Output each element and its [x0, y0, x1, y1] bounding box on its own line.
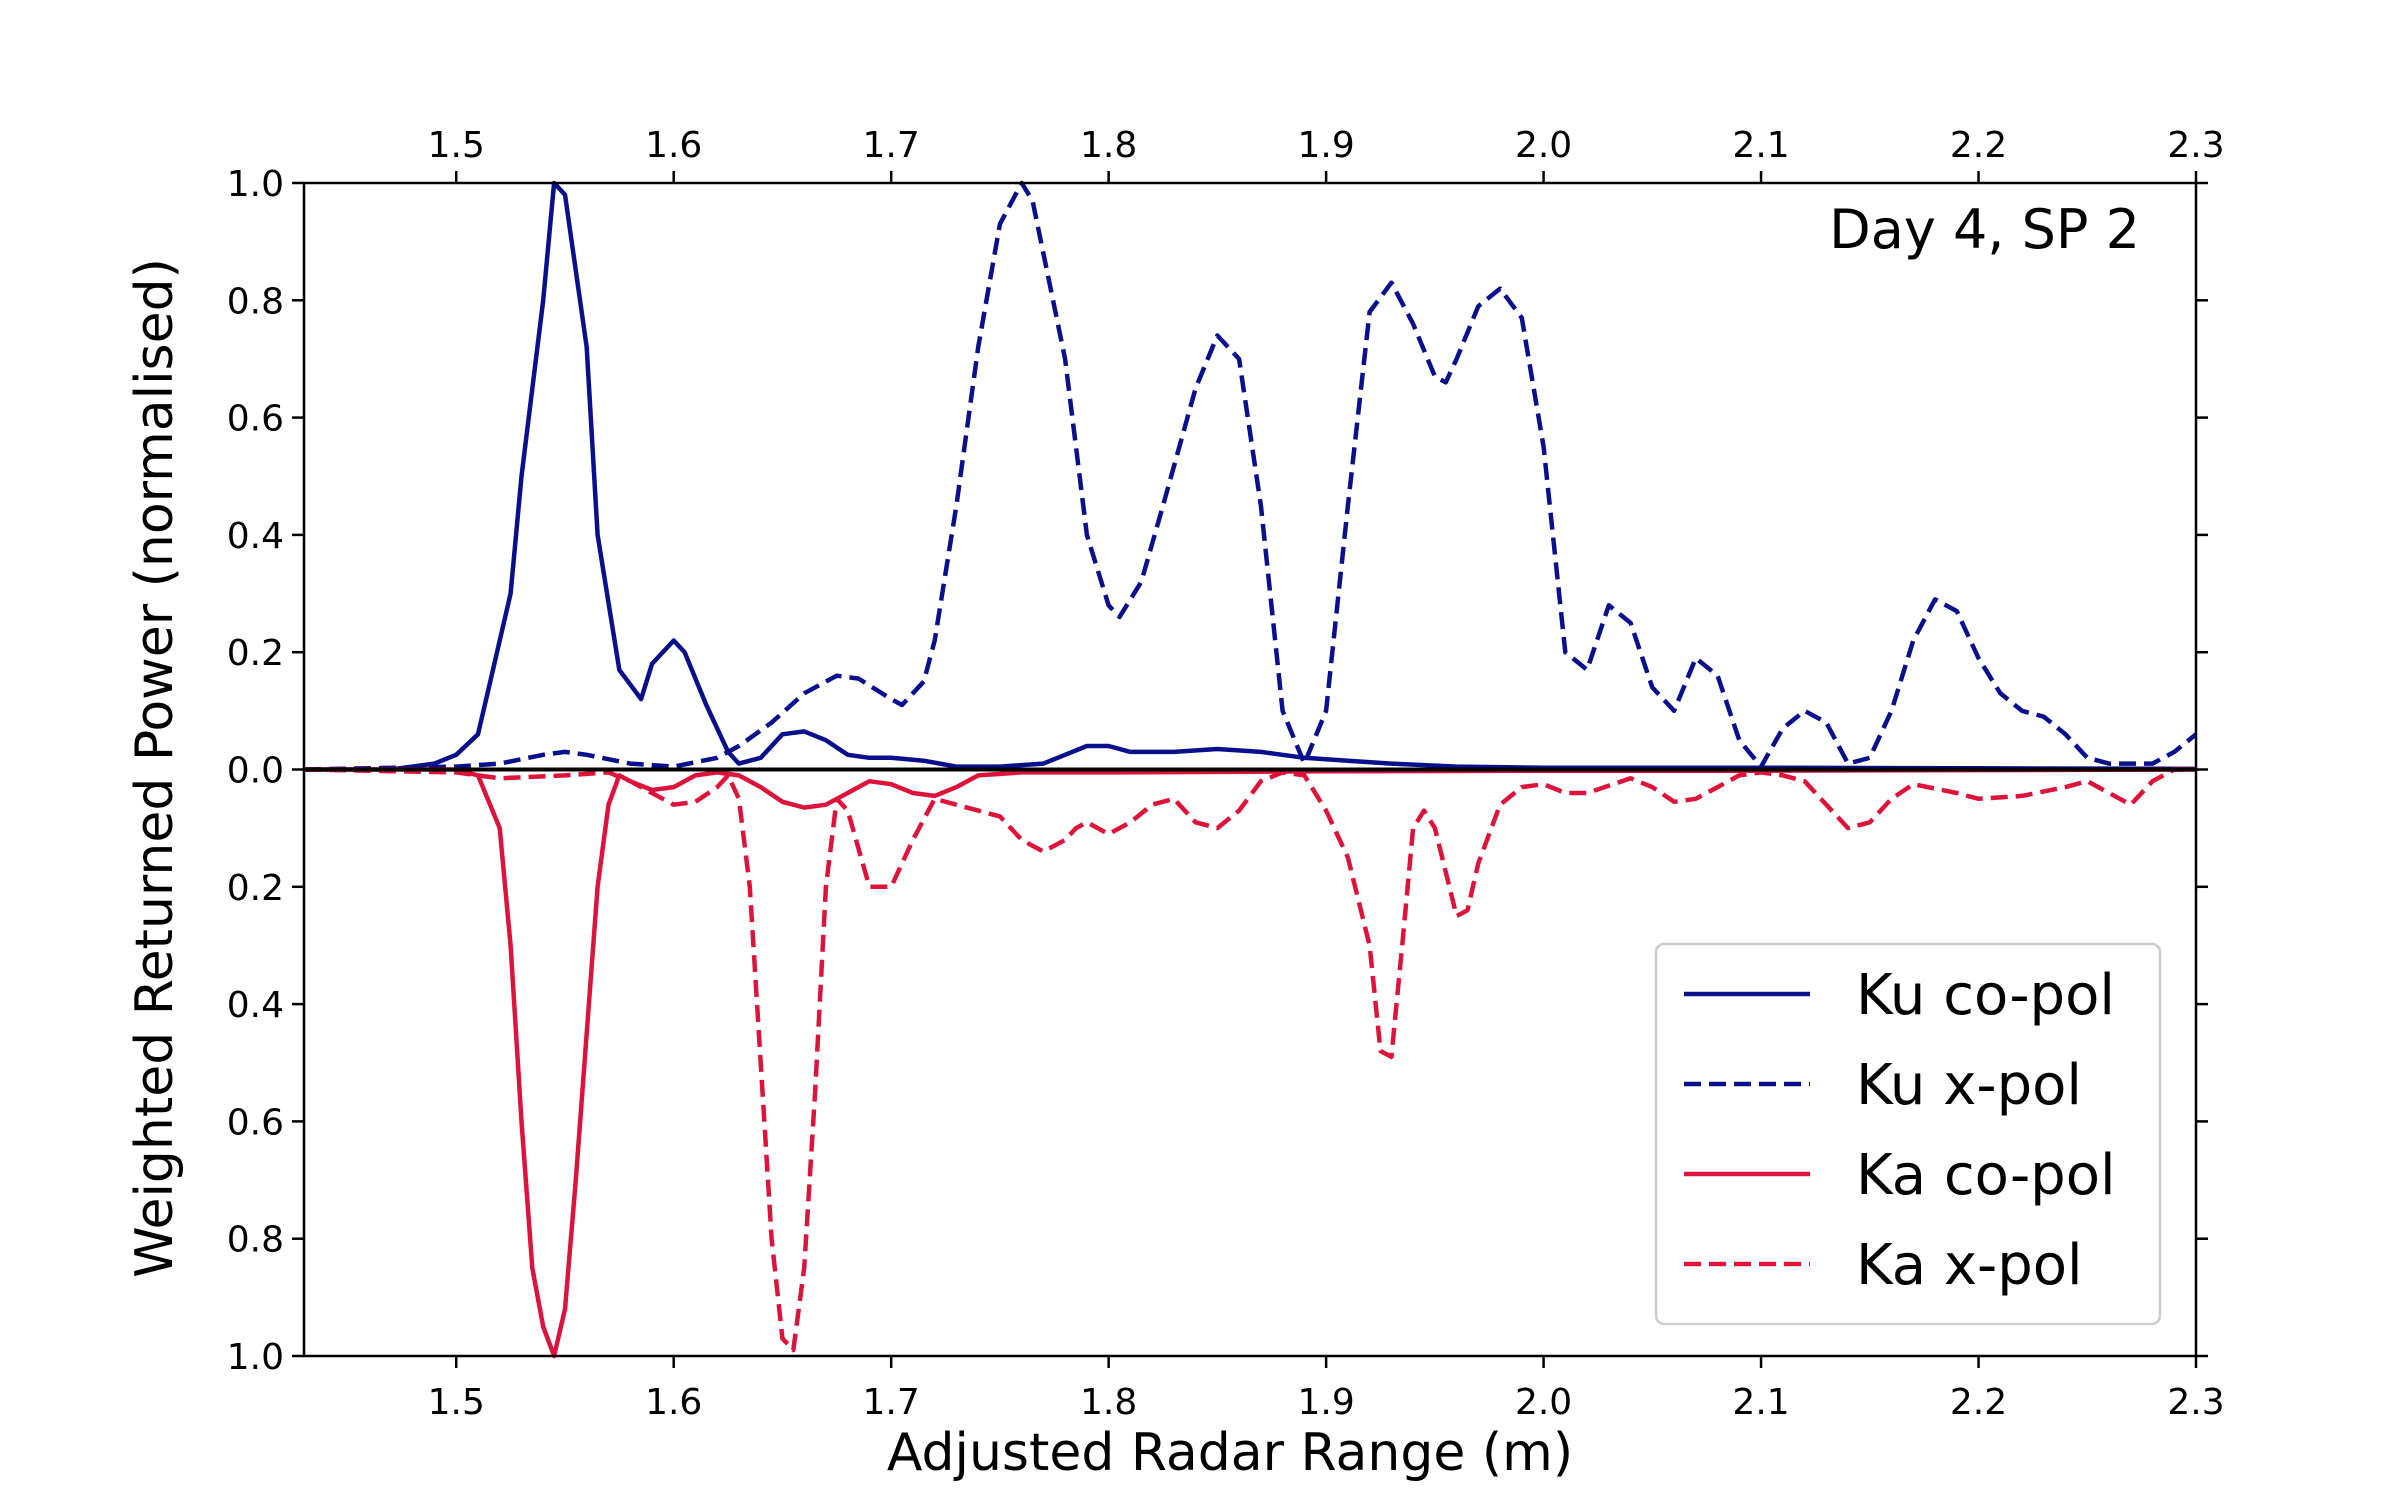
- x-tick-label-top: 2.2: [1950, 125, 2007, 166]
- x-tick-label-top: 1.6: [645, 125, 702, 166]
- x-tick-label-bottom: 1.7: [863, 1382, 920, 1423]
- y-tick-label: 1.0: [227, 164, 284, 205]
- legend-label-4: Ka x-pol: [1856, 1233, 2083, 1298]
- series-line-3: [304, 767, 2197, 1359]
- x-axis-label: Adjusted Radar Range (m): [887, 1423, 1573, 1483]
- chart-annotation: Day 4, SP 2: [1829, 198, 2140, 261]
- series-line-4: [303, 767, 2196, 1353]
- y-tick-label: 0.4: [227, 985, 284, 1026]
- y-tick-label: 0.6: [227, 1102, 284, 1143]
- x-tick-label-bottom: 2.3: [2167, 1382, 2224, 1423]
- x-tick-label-bottom: 1.9: [1297, 1382, 1354, 1423]
- y-tick-label: 0.4: [227, 516, 284, 557]
- y-axis-label: Weighted Returned Power (normalised): [125, 258, 185, 1278]
- y-tick-label: 0.8: [227, 281, 284, 322]
- x-tick-label-top: 1.9: [1297, 125, 1354, 166]
- x-tick-label-top: 2.1: [1732, 125, 1789, 166]
- series-line-2: [303, 180, 2198, 772]
- x-tick-label-bottom: 1.5: [428, 1382, 485, 1423]
- plot-area: [302, 180, 2198, 1359]
- x-tick-label-top: 2.0: [1515, 125, 1572, 166]
- x-tick-label-bottom: 1.6: [645, 1382, 702, 1423]
- ticks-layer: 1.5 1.5 1.6 1.6 1.7 1.7 1.8 1.8 1.9 1.9 2.0 2.0 2.1 2…: [227, 125, 2225, 1423]
- legend-box: [1654, 942, 2162, 1326]
- y-tick-label: 0.0: [227, 751, 284, 792]
- x-tick-label-top: 1.5: [428, 125, 485, 166]
- x-tick-label-top: 2.3: [2167, 125, 2224, 166]
- x-tick-label-top: 1.8: [1080, 125, 1137, 166]
- legend-label-2: Ku x-pol: [1856, 1053, 2082, 1118]
- x-tick-label-bottom: 2.1: [1732, 1382, 1789, 1423]
- x-tick-label-bottom: 2.0: [1515, 1382, 1572, 1423]
- series-layer: [303, 180, 2198, 1359]
- x-tick-label-bottom: 2.2: [1950, 1382, 2007, 1423]
- legend-label-3: Ka co-pol: [1856, 1143, 2116, 1208]
- x-tick-label-top: 1.7: [863, 125, 920, 166]
- y-tick-label: 1.0: [227, 1337, 284, 1378]
- legend: Ku co-pol Ku x-pol Ka co-pol Ka x-pol: [1654, 942, 2162, 1326]
- legend-label-1: Ku co-pol: [1856, 963, 2115, 1028]
- y-tick-label: 0.2: [227, 633, 284, 674]
- series-line-1: [304, 180, 2197, 772]
- x-tick-label-bottom: 1.8: [1080, 1382, 1137, 1423]
- y-tick-label: 0.2: [227, 868, 284, 909]
- y-tick-label: 0.6: [227, 399, 284, 440]
- y-tick-label: 0.8: [227, 1220, 284, 1261]
